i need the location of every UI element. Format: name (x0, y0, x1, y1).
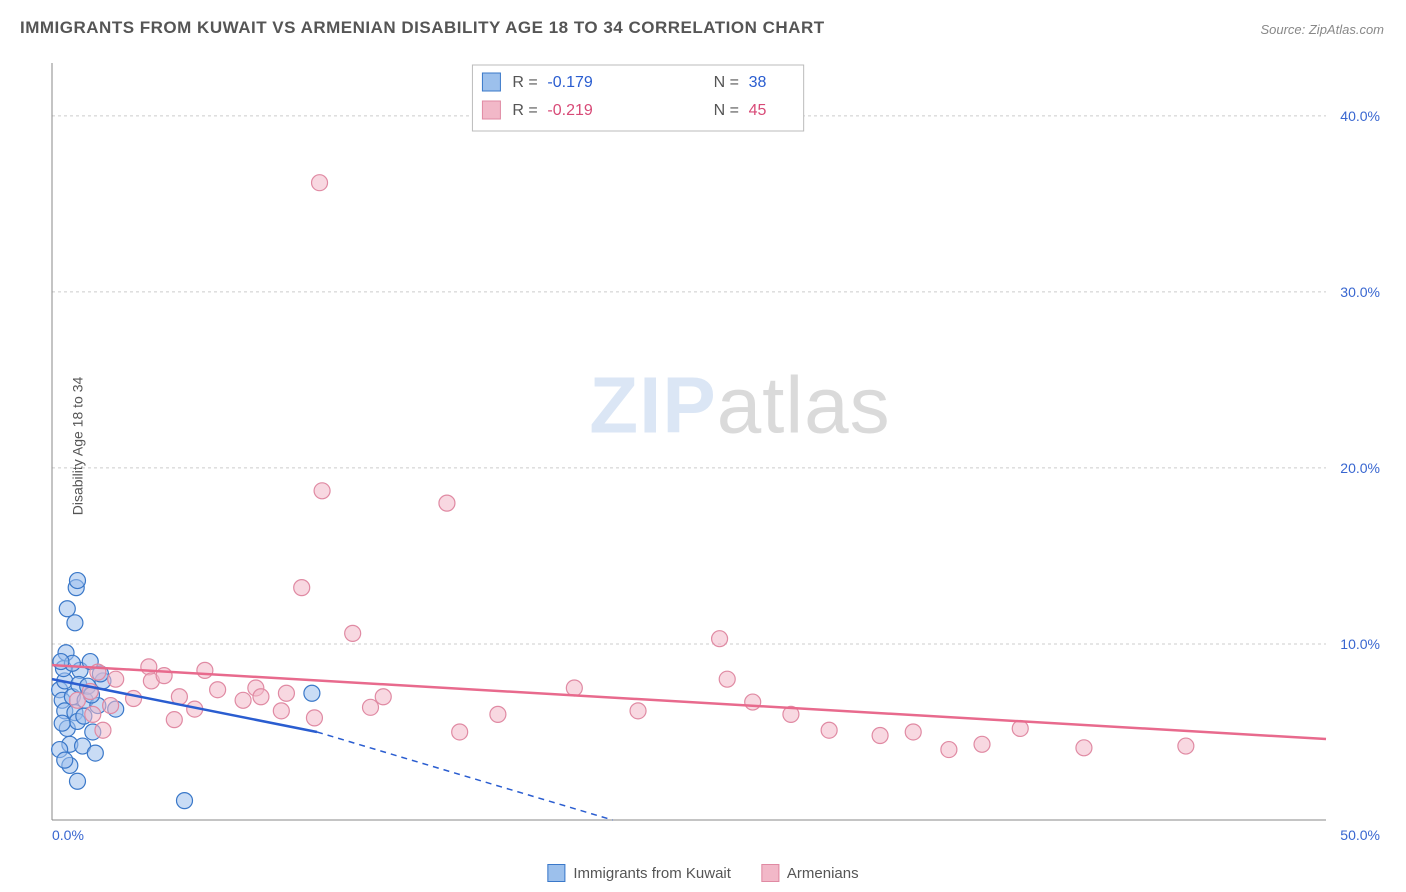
data-point (630, 703, 646, 719)
data-point (273, 703, 289, 719)
data-point (141, 659, 157, 675)
data-point (166, 712, 182, 728)
data-point (1012, 720, 1028, 736)
data-point (67, 615, 83, 631)
data-point (108, 671, 124, 687)
chart-title: IMMIGRANTS FROM KUWAIT VS ARMENIAN DISAB… (20, 18, 825, 38)
legend-label: Armenians (787, 865, 859, 882)
data-point (304, 685, 320, 701)
data-point (345, 625, 361, 641)
data-point (103, 698, 119, 714)
data-point (363, 699, 379, 715)
data-point (566, 680, 582, 696)
stat-n-label: N = (714, 102, 739, 119)
stat-n-label: N = (714, 74, 739, 91)
plot-area: ZIPatlas 10.0% 20.0% 30.0% 40.0% 0.0% 50.0% R =… (50, 55, 1386, 842)
legend-item: Armenians (761, 864, 859, 882)
data-point (974, 736, 990, 752)
data-point (1076, 740, 1092, 756)
legend-swatch (547, 864, 565, 882)
data-point (54, 715, 70, 731)
data-point (57, 752, 73, 768)
data-point (69, 573, 85, 589)
trend-line-extrapolated (317, 732, 613, 820)
x-tick-label: 0.0% (52, 827, 84, 842)
y-tick-label: 20.0% (1340, 460, 1380, 476)
data-point (1178, 738, 1194, 754)
data-point (210, 682, 226, 698)
data-point (59, 601, 75, 617)
stat-r-value: -0.219 (547, 102, 592, 119)
data-point (941, 742, 957, 758)
stat-r-value: -0.179 (547, 74, 592, 91)
x-tick-label: 50.0% (1340, 827, 1380, 842)
data-point (439, 495, 455, 511)
data-point (253, 689, 269, 705)
data-point (452, 724, 468, 740)
data-point (197, 662, 213, 678)
y-tick-label: 30.0% (1340, 284, 1380, 300)
stat-n-value: 45 (749, 102, 767, 119)
legend-label: Immigrants from Kuwait (573, 865, 731, 882)
data-point (905, 724, 921, 740)
scatter-chart: ZIPatlas 10.0% 20.0% 30.0% 40.0% 0.0% 50.0% R =… (50, 55, 1386, 842)
data-point (95, 722, 111, 738)
data-point (490, 706, 506, 722)
data-point (745, 694, 761, 710)
data-point (821, 722, 837, 738)
watermark: ZIPatlas (589, 361, 890, 450)
stat-r-label: R = (512, 102, 537, 119)
data-point (294, 580, 310, 596)
stat-r-label: R = (512, 74, 537, 91)
data-point (278, 685, 294, 701)
legend-swatch (761, 864, 779, 882)
legend-item: Immigrants from Kuwait (547, 864, 731, 882)
data-point (314, 483, 330, 499)
stat-swatch (482, 73, 500, 91)
data-point (176, 793, 192, 809)
source-attribution: Source: ZipAtlas.com (1260, 22, 1384, 37)
stat-n-value: 38 (749, 74, 767, 91)
data-point (126, 691, 142, 707)
data-point (69, 773, 85, 789)
data-point (85, 706, 101, 722)
data-point (712, 631, 728, 647)
data-point (306, 710, 322, 726)
data-point (235, 692, 251, 708)
data-point (719, 671, 735, 687)
y-tick-label: 40.0% (1340, 108, 1380, 124)
data-point (872, 727, 888, 743)
stat-swatch (482, 101, 500, 119)
data-point (312, 175, 328, 191)
legend: Immigrants from Kuwait Armenians (547, 864, 858, 882)
data-point (375, 689, 391, 705)
y-tick-label: 10.0% (1340, 636, 1380, 652)
data-point (87, 745, 103, 761)
